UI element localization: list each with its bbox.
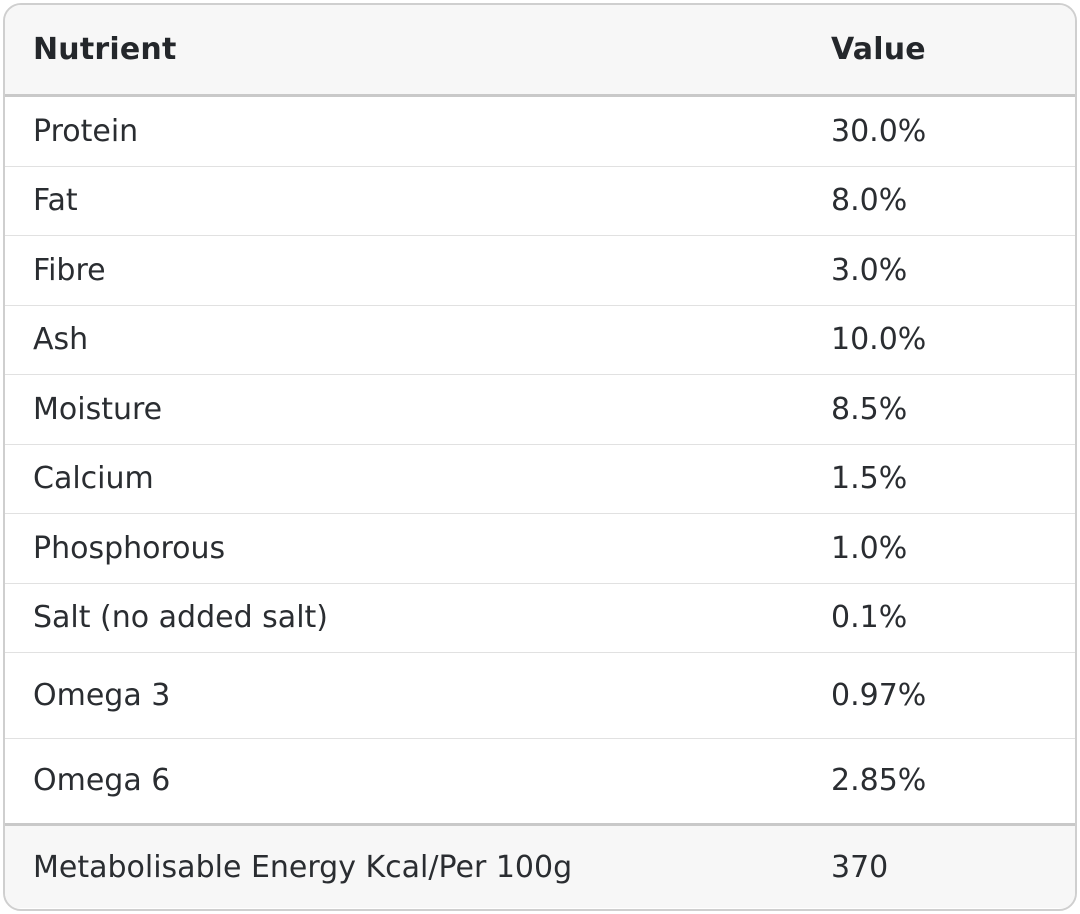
value-cell: 8.5% — [803, 374, 1075, 445]
nutrient-cell: Omega 6 — [33, 763, 171, 799]
value-cell: 0.1% — [803, 583, 1075, 653]
table-row: Fat 8.0% — [5, 166, 1075, 236]
nutrient-cell: Moisture — [5, 374, 803, 445]
column-header-value: Value — [803, 5, 1075, 97]
table-row: Omega 3 0.97% — [5, 652, 1075, 739]
value-cell: 10.0% — [803, 305, 1075, 375]
nutrient-cell: Protein — [5, 95, 803, 167]
value-cell: 3.0% — [803, 235, 1075, 306]
nutrient-cell: Fibre — [5, 235, 803, 306]
table-row: Moisture 8.5% — [5, 374, 1075, 445]
footer-nutrient-cell: Metabolisable Energy Kcal/Per 100g — [5, 823, 803, 908]
table-row: Protein 30.0% — [5, 95, 1075, 167]
column-header-nutrient: Nutrient — [5, 5, 803, 97]
value-cell: 2.85% — [831, 763, 927, 799]
nutrient-cell: Calcium — [5, 444, 803, 514]
value-cell: 8.0% — [803, 166, 1075, 236]
table-row: Ash 10.0% — [5, 305, 1075, 375]
value-cell: 0.97% — [803, 652, 1075, 739]
table-header-row: Nutrient Value — [5, 5, 1075, 97]
value-cell: 1.5% — [803, 444, 1075, 514]
footer-value-cell: 370 — [803, 823, 1075, 908]
table-row: Fibre 3.0% — [5, 235, 1075, 306]
nutrition-table-card: Nutrient Value Protein 30.0% Fat 8.0% Fi… — [3, 3, 1077, 911]
nutrient-cell: Omega 3 — [5, 652, 803, 739]
table-row: Omega 6 2.85% — [5, 738, 1075, 825]
nutrition-table: Nutrient Value Protein 30.0% Fat 8.0% Fi… — [5, 5, 1075, 908]
value-cell: 30.0% — [803, 95, 1075, 167]
nutrient-cell: Fat — [5, 166, 803, 236]
table-row: Calcium 1.5% — [5, 444, 1075, 514]
table-row: Phosphorous 1.0% — [5, 513, 1075, 584]
table-row: Salt (no added salt) 0.1% — [5, 583, 1075, 653]
table-footer-row: Metabolisable Energy Kcal/Per 100g 370 — [5, 823, 1075, 908]
nutrient-cell: Salt (no added salt) — [5, 583, 803, 653]
nutrient-cell: Ash — [5, 305, 803, 375]
nutrient-cell: Phosphorous — [5, 513, 803, 584]
value-cell: 1.0% — [803, 513, 1075, 584]
